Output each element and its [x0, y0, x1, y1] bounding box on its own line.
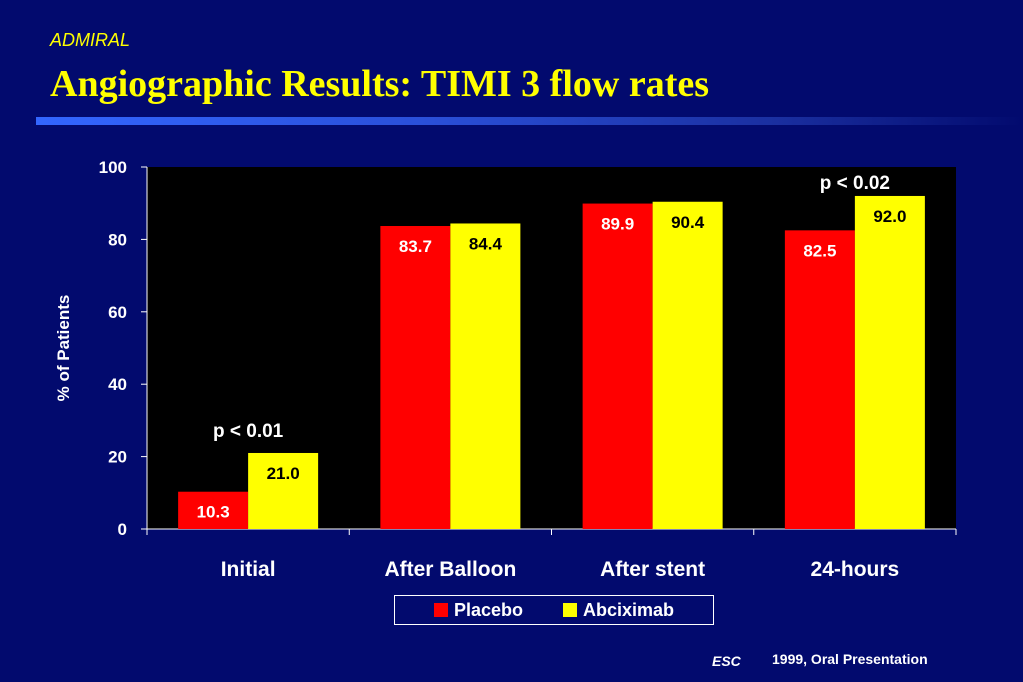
y-tick-label: 0 [118, 520, 127, 539]
bar-abciximab-3 [854, 195, 925, 529]
y-tick-label: 60 [108, 303, 127, 322]
data-label: 92.0 [873, 207, 906, 226]
bar-placebo-1 [380, 226, 451, 530]
legend-item-placebo: Placebo [433, 599, 523, 621]
slide-subtitle: ADMIRAL [50, 30, 131, 50]
y-tick-label: 20 [108, 448, 127, 467]
legend-swatch-abciximab [563, 603, 577, 617]
p-value-annotation: p < 0.01 [213, 421, 284, 442]
bar-placebo-0 [178, 491, 249, 529]
bar-abciximab-1 [450, 223, 521, 530]
data-label: 10.3 [197, 503, 230, 522]
bar-abciximab-0 [248, 452, 319, 529]
x-tick-label: After stent [600, 558, 705, 581]
footer-source: 1999, Oral Presentation [772, 651, 928, 667]
y-axis-title: % of Patients [54, 295, 73, 402]
footer-esc: ESC [712, 653, 741, 669]
data-label: 84.4 [469, 234, 503, 253]
x-tick-label: After Balloon [384, 558, 516, 581]
chart-legend: Placebo Abciximab [394, 595, 714, 625]
data-label: 82.5 [803, 241, 836, 260]
legend-swatch-placebo [433, 603, 448, 617]
p-value-annotation: p < 0.02 [820, 173, 890, 194]
legend-item-abciximab: Abciximab [563, 600, 674, 621]
data-label: 83.7 [399, 237, 432, 256]
y-tick-label: 100 [99, 158, 127, 177]
legend-label-abciximab: Abciximab [583, 599, 675, 620]
data-label: 90.4 [671, 213, 705, 232]
legend-label-placebo: Placebo [453, 599, 523, 620]
title-underline [36, 117, 1023, 125]
data-label: 21.0 [267, 464, 300, 483]
data-label: 89.9 [601, 215, 634, 234]
x-tick-label: Initial [221, 558, 276, 581]
bar-abciximab-2 [652, 201, 723, 529]
y-tick-label: 80 [108, 230, 127, 249]
bar-placebo-3 [784, 230, 855, 529]
x-tick-label: 24-hours [811, 558, 900, 581]
y-tick-label: 40 [108, 375, 127, 394]
slide-title: Angiographic Results: TIMI 3 flow rates [50, 63, 710, 105]
bar-placebo-2 [582, 203, 653, 529]
